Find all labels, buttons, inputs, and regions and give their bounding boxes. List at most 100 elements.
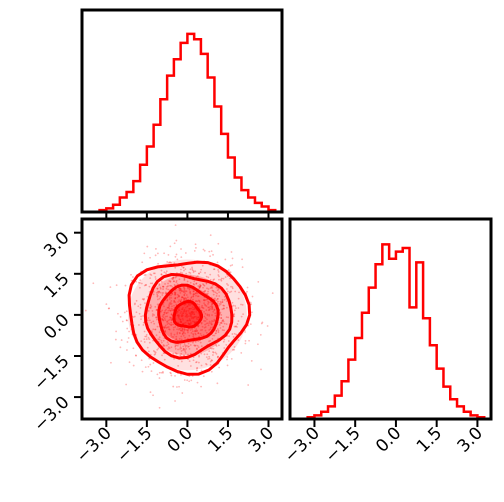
- scatter-point: [163, 344, 166, 347]
- scatter-point: [124, 284, 127, 287]
- scatter-point: [209, 347, 212, 349]
- scatter-point: [166, 298, 169, 301]
- x-marginal-panel: [80, 8, 284, 220]
- scatter-point: [232, 336, 235, 338]
- scatter-point: [194, 332, 197, 335]
- scatter-point: [220, 317, 223, 319]
- scatter-point: [119, 315, 122, 318]
- scatter-point: [180, 320, 183, 323]
- scatter-point: [189, 272, 192, 274]
- scatter-point: [259, 333, 262, 336]
- scatter-point: [236, 326, 238, 328]
- scatter-point: [182, 290, 184, 293]
- scatter-point: [209, 326, 212, 329]
- scatter-point: [170, 346, 173, 349]
- scatter-point: [158, 290, 160, 293]
- scatter-point: [204, 326, 207, 328]
- scatter-point: [114, 338, 117, 341]
- scatter-point: [178, 299, 180, 302]
- scatter-point: [178, 317, 181, 320]
- scatter-point: [140, 340, 143, 342]
- scatter-point: [156, 348, 159, 351]
- scatter-point: [190, 311, 193, 314]
- scatter-point: [179, 289, 181, 292]
- scatter-point: [184, 344, 187, 347]
- scatter-point: [199, 283, 201, 286]
- scatter-point: [191, 306, 194, 309]
- scatter-point: [199, 341, 202, 344]
- scatter-point: [180, 350, 183, 352]
- scatter-point: [184, 290, 187, 292]
- scatter-point: [181, 313, 184, 316]
- scatter-point: [158, 290, 161, 293]
- scatter-point: [209, 322, 211, 325]
- scatter-point: [240, 315, 243, 318]
- joint-ytick-label: 0.0: [40, 310, 73, 343]
- scatter-point: [169, 371, 172, 374]
- scatter-point: [162, 285, 165, 288]
- scatter-point: [260, 368, 262, 371]
- scatter-point: [170, 294, 172, 297]
- scatter-point: [200, 345, 203, 348]
- scatter-point: [194, 341, 197, 343]
- scatter-point: [222, 340, 225, 343]
- scatter-point: [172, 336, 175, 338]
- scatter-point: [127, 337, 130, 339]
- scatter-point: [235, 333, 238, 336]
- scatter-point: [172, 328, 175, 331]
- scatter-point: [185, 297, 188, 300]
- scatter-point: [175, 275, 178, 278]
- scatter-point: [196, 369, 198, 372]
- scatter-point: [154, 352, 157, 355]
- scatter-point: [158, 297, 161, 300]
- scatter-point: [183, 278, 186, 281]
- scatter-point: [185, 309, 188, 312]
- scatter-point: [186, 315, 189, 318]
- scatter-point: [217, 355, 219, 358]
- scatter-point: [196, 300, 199, 303]
- scatter-point: [183, 279, 186, 281]
- scatter-point: [167, 322, 170, 325]
- scatter-point: [241, 303, 244, 306]
- scatter-point: [140, 315, 143, 318]
- scatter-point: [174, 266, 177, 269]
- scatter-point: [192, 316, 195, 319]
- scatter-point: [173, 333, 176, 336]
- scatter-point: [198, 287, 201, 290]
- scatter-point: [147, 336, 150, 339]
- scatter-point: [181, 272, 184, 275]
- scatter-point: [190, 321, 192, 324]
- scatter-point: [234, 325, 237, 328]
- scatter-point: [180, 268, 182, 271]
- scatter-point: [168, 347, 171, 350]
- scatter-point: [189, 329, 192, 331]
- scatter-point: [183, 293, 186, 296]
- y-marginal-xtick-label: −3.0: [281, 423, 324, 466]
- scatter-point: [183, 310, 186, 313]
- scatter-point: [198, 301, 201, 303]
- scatter-point: [189, 311, 192, 314]
- scatter-point: [141, 261, 144, 264]
- scatter-point: [172, 277, 175, 279]
- scatter-point: [158, 377, 161, 379]
- scatter-point: [148, 285, 151, 288]
- scatter-point: [139, 282, 141, 284]
- scatter-point: [193, 308, 195, 311]
- scatter-point: [152, 320, 155, 323]
- scatter-point: [176, 328, 178, 331]
- scatter-point: [212, 320, 214, 323]
- scatter-point: [168, 323, 171, 326]
- scatter-point: [211, 308, 213, 311]
- scatter-point: [184, 303, 187, 306]
- scatter-point: [165, 308, 167, 311]
- scatter-point: [133, 303, 136, 306]
- scatter-point: [180, 347, 183, 350]
- scatter-point: [168, 302, 171, 305]
- scatter-point: [166, 341, 169, 344]
- scatter-point: [224, 276, 227, 278]
- scatter-point: [167, 282, 169, 285]
- scatter-point: [215, 345, 218, 347]
- scatter-point: [160, 310, 162, 313]
- scatter-point: [179, 327, 182, 330]
- scatter-point: [184, 292, 186, 294]
